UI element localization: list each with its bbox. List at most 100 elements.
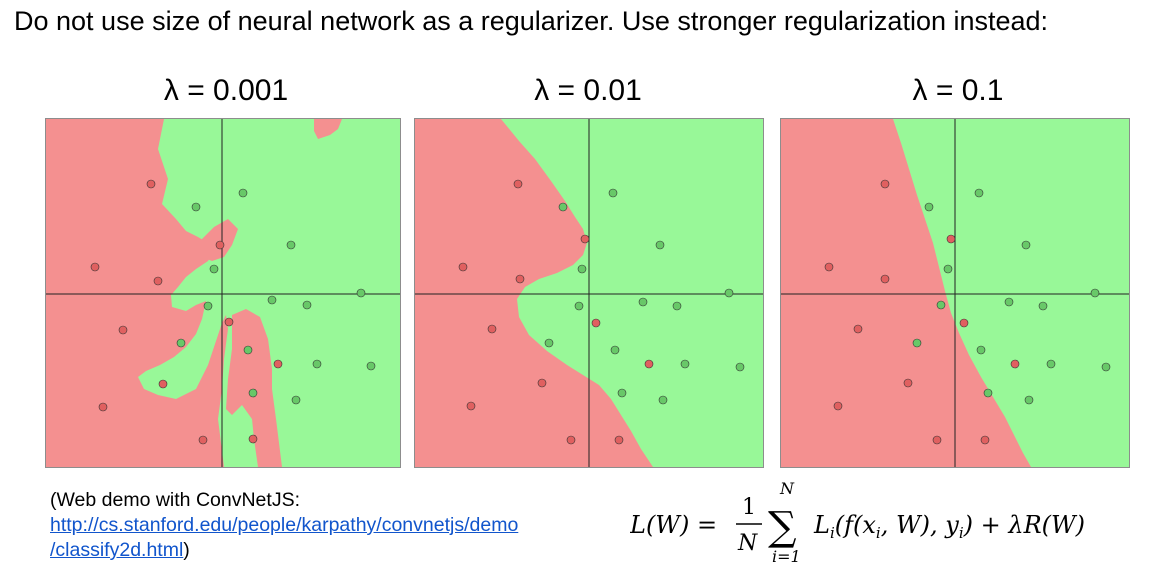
decision-boundary-plot-3 xyxy=(781,119,1129,467)
green-point xyxy=(302,300,312,310)
green-point xyxy=(312,359,322,369)
data-points xyxy=(90,179,376,445)
decision-boundary-plot-1 xyxy=(46,119,400,467)
red-region xyxy=(781,119,1031,467)
slide-heading: Do not use size of neural network as a r… xyxy=(14,6,1049,36)
green-point xyxy=(1038,301,1048,311)
green-point xyxy=(1090,288,1100,298)
formula-loss-term: Li(f(xi, W), yi) + λR(W) xyxy=(813,511,1085,542)
green-point xyxy=(976,345,986,355)
demo-link-continued[interactable]: /classify2d.html xyxy=(50,539,184,561)
green-point xyxy=(291,395,301,405)
red-point xyxy=(946,234,956,244)
green-point xyxy=(1101,362,1111,372)
data-points xyxy=(824,179,1111,445)
green-point xyxy=(574,301,584,311)
red-point xyxy=(980,435,990,445)
green-point xyxy=(1004,297,1014,307)
decision-boundary-plot-2 xyxy=(415,119,763,467)
red-point xyxy=(880,179,890,189)
red-point xyxy=(959,318,969,328)
red-region xyxy=(196,219,238,261)
red-point xyxy=(118,325,128,335)
red-point xyxy=(614,435,624,445)
formula-sum-lower: i=1 xyxy=(772,547,801,566)
formula-body-rest2: , W), y xyxy=(881,511,960,539)
green-point xyxy=(912,338,922,348)
green-point xyxy=(1021,240,1031,250)
green-point xyxy=(577,264,587,274)
green-point xyxy=(974,188,984,198)
panel-title-1: λ = 0.001 xyxy=(163,74,289,107)
red-point xyxy=(146,179,156,189)
green-point xyxy=(248,388,258,398)
red-point xyxy=(644,359,654,369)
red-region xyxy=(226,309,282,467)
loss-formula: L(W) = 1 N N ∑ i=1 Li(f(xi, W), yi) + λR… xyxy=(630,479,1085,566)
red-region xyxy=(314,119,342,139)
green-point xyxy=(983,388,993,398)
panel-title-2: λ = 0.01 xyxy=(534,74,642,107)
decision-boundary-panel-2 xyxy=(414,118,764,468)
panel-title-3: λ = 0.1 xyxy=(912,74,1004,107)
red-point xyxy=(591,318,601,328)
red-point xyxy=(580,234,590,244)
green-point xyxy=(924,202,934,212)
red-point xyxy=(880,274,890,284)
green-point xyxy=(608,188,618,198)
demo-note: (Web demo with ConvNetJS: http://cs.stan… xyxy=(50,488,518,563)
formula-body-rest3: ) + λR(W) xyxy=(963,511,1085,539)
red-region xyxy=(46,119,228,467)
red-point xyxy=(487,324,497,334)
formula-y-subscript: i xyxy=(959,524,964,542)
red-point xyxy=(903,378,913,388)
red-point xyxy=(198,435,208,445)
formula-x-subscript: i xyxy=(876,524,881,542)
decision-boundary-panel-3 xyxy=(780,118,1130,468)
demo-note-closing: ) xyxy=(183,539,190,561)
formula-body-subscript: i xyxy=(830,524,835,542)
green-point xyxy=(936,300,946,310)
red-point xyxy=(248,434,258,444)
formula-body: L xyxy=(813,511,830,539)
red-point xyxy=(537,378,547,388)
red-point xyxy=(515,274,525,284)
demo-link[interactable]: http://cs.stanford.edu/people/karpathy/c… xyxy=(50,514,519,536)
red-point xyxy=(153,276,163,286)
red-point xyxy=(98,402,108,412)
red-point xyxy=(833,401,843,411)
green-point xyxy=(544,338,554,348)
green-point xyxy=(638,297,648,307)
formula-fraction-denominator: N xyxy=(737,531,758,556)
green-point xyxy=(610,345,620,355)
green-point xyxy=(735,362,745,372)
decision-boundary-panel-1 xyxy=(45,118,401,468)
data-points xyxy=(458,179,745,445)
green-point xyxy=(286,240,296,250)
red-region xyxy=(415,119,653,467)
demo-note-intro: (Web demo with ConvNetJS: xyxy=(50,489,300,511)
formula-fraction-numerator: 1 xyxy=(742,495,756,520)
green-point xyxy=(243,345,253,355)
green-point xyxy=(176,338,186,348)
green-point xyxy=(203,301,213,311)
green-point xyxy=(356,288,366,298)
green-point xyxy=(209,264,219,274)
green-point xyxy=(943,264,953,274)
red-point xyxy=(458,262,468,272)
red-point xyxy=(90,262,100,272)
formula-body-rest: (f(x xyxy=(835,511,877,539)
green-point xyxy=(672,301,682,311)
green-point xyxy=(1024,395,1034,405)
green-point xyxy=(658,395,668,405)
red-point xyxy=(466,401,476,411)
green-point xyxy=(680,359,690,369)
red-point xyxy=(853,324,863,334)
red-point xyxy=(215,240,225,250)
green-point xyxy=(267,295,277,305)
green-point xyxy=(617,388,627,398)
green-point xyxy=(238,188,248,198)
red-point xyxy=(513,179,523,189)
formula-sum-symbol: ∑ xyxy=(768,504,797,550)
red-point xyxy=(158,379,168,389)
